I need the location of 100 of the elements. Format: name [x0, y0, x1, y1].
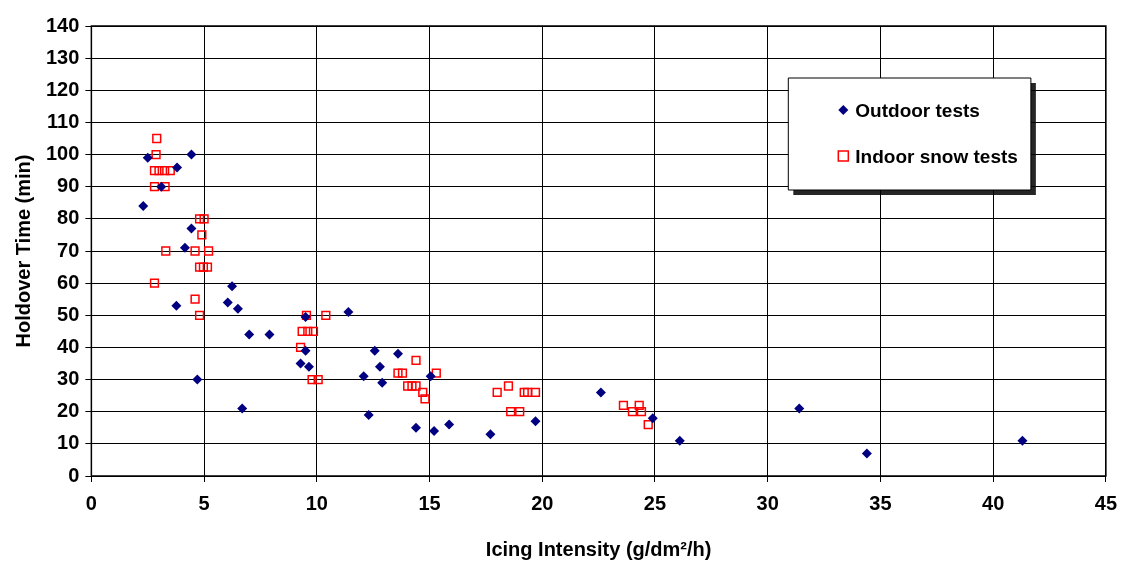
point — [307, 374, 317, 385]
point — [522, 387, 533, 398]
point — [431, 368, 441, 378]
point — [203, 246, 214, 256]
point — [186, 223, 197, 234]
y-tick-label: 120 — [45, 77, 80, 100]
point — [392, 348, 403, 359]
x-tick-label: 0 — [85, 491, 97, 514]
point — [156, 181, 167, 192]
point — [202, 262, 213, 272]
y-tick-label: 130 — [45, 45, 80, 68]
y-tick-label: 20 — [57, 399, 80, 422]
point — [636, 407, 647, 417]
point — [194, 214, 205, 224]
point — [244, 329, 255, 340]
point — [444, 419, 455, 430]
point — [154, 166, 164, 176]
point — [794, 403, 805, 414]
point — [295, 342, 306, 353]
y-tick-label: 80 — [57, 206, 80, 229]
point — [197, 230, 207, 240]
point — [363, 409, 374, 420]
point — [232, 303, 243, 314]
x-tick-label: 15 — [418, 491, 441, 514]
x-tick-label: 35 — [869, 491, 892, 514]
point — [194, 310, 205, 320]
point — [647, 413, 658, 424]
point — [397, 368, 408, 378]
point — [377, 377, 388, 388]
point — [190, 294, 200, 304]
point — [171, 300, 182, 311]
point — [149, 182, 160, 192]
point — [420, 394, 430, 404]
y-tick-label: 50 — [57, 302, 80, 325]
point — [165, 166, 175, 176]
point — [300, 345, 311, 356]
point — [160, 166, 170, 176]
y-tick-label: 100 — [45, 142, 80, 165]
point — [595, 387, 606, 398]
x-tick-label: 20 — [531, 491, 554, 514]
point — [343, 307, 354, 318]
point — [1017, 435, 1028, 446]
point — [198, 262, 209, 272]
point — [151, 149, 161, 160]
point — [506, 407, 516, 417]
point — [237, 403, 248, 414]
point — [192, 374, 203, 385]
y-tick-label: 110 — [47, 109, 80, 132]
x-tick-label: 25 — [643, 491, 667, 514]
point — [519, 387, 529, 398]
y-tick-label: 70 — [57, 238, 80, 261]
point — [418, 387, 428, 398]
y-tick-label: 30 — [57, 367, 80, 390]
y-tick-label: 10 — [57, 431, 80, 454]
point — [160, 182, 170, 192]
point — [411, 381, 421, 391]
legend-label: Indoor snow tests — [855, 146, 1018, 168]
x-tick-label: 45 — [1094, 491, 1117, 514]
point — [199, 214, 209, 224]
point — [530, 387, 541, 398]
point — [425, 371, 436, 382]
point — [149, 278, 160, 288]
point — [142, 152, 153, 163]
point — [358, 371, 369, 382]
point — [297, 326, 307, 336]
y-tick-label: 90 — [57, 174, 80, 197]
point — [186, 149, 197, 160]
point — [634, 400, 644, 410]
legend-label: Outdoor tests — [855, 100, 980, 122]
x-tick-label: 30 — [756, 491, 779, 514]
point — [138, 201, 149, 211]
point — [227, 281, 238, 292]
point — [152, 133, 162, 144]
y-axis-title: Holdover Time (min) — [11, 154, 34, 348]
x-tick-label: 40 — [982, 491, 1005, 514]
point — [190, 246, 200, 256]
point — [303, 361, 314, 372]
point — [369, 345, 380, 356]
point — [407, 381, 417, 391]
point — [643, 419, 653, 430]
y-tick-label: 0 — [68, 463, 80, 486]
point — [674, 435, 685, 446]
point — [179, 242, 190, 253]
point — [161, 246, 171, 256]
point — [492, 387, 502, 398]
point — [308, 326, 319, 336]
point — [393, 368, 403, 378]
point — [627, 407, 638, 417]
point — [429, 426, 440, 436]
y-tick-label: 40 — [57, 334, 80, 357]
point — [264, 329, 275, 340]
point — [172, 162, 183, 173]
point — [313, 374, 323, 385]
point — [411, 355, 421, 365]
point — [222, 297, 233, 308]
point — [149, 166, 160, 176]
point — [618, 400, 629, 410]
x-tick-label: 10 — [305, 491, 328, 514]
point — [515, 407, 525, 417]
point — [295, 358, 306, 369]
